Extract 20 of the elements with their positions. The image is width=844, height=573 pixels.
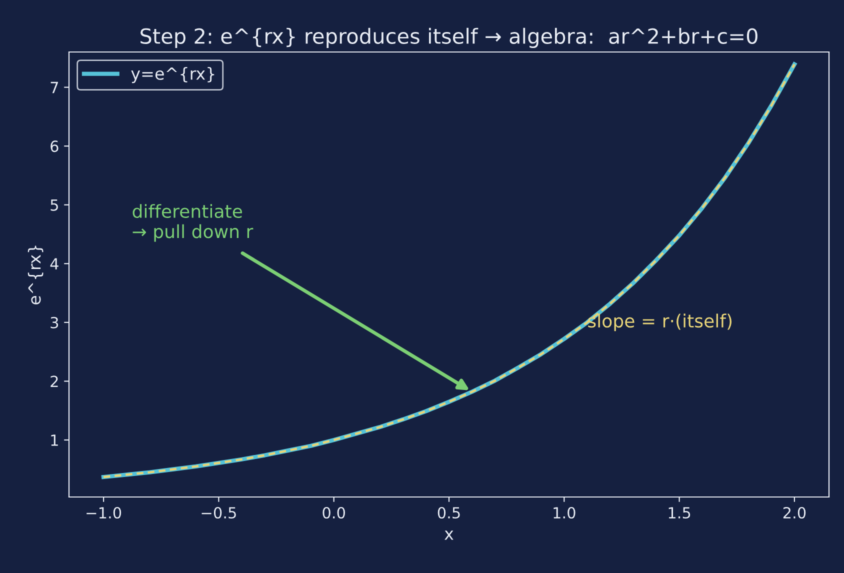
y-tick-label: 3 <box>50 316 58 328</box>
annotation: differentiate → pull down r <box>132 204 254 242</box>
y-tick-label: 5 <box>50 200 58 211</box>
x-axis-title: x <box>444 530 454 540</box>
x-tick-label: −0.5 <box>202 506 236 519</box>
y-tick-label: 4 <box>50 258 58 270</box>
legend-label: y=e^{rx} <box>131 67 214 84</box>
x-tick-label: 2.0 <box>783 506 806 519</box>
x-tick-label: 1.5 <box>668 507 690 519</box>
chart-title: Step 2: e^{rx} reproduces itself → algebra: ar^2+br+c=0 <box>140 28 758 48</box>
y-tick-label: 2 <box>50 376 58 387</box>
y-tick-label: 7 <box>50 82 58 94</box>
x-tick-label: 0.0 <box>322 506 345 519</box>
x-tick-label: 1.0 <box>554 506 576 519</box>
y-tick-label: 6 <box>50 140 58 152</box>
x-tick-label: −1.0 <box>86 506 122 519</box>
annotation: slope = r·(itself) <box>588 314 732 332</box>
y-tick-label: 1 <box>51 434 58 446</box>
x-tick-label: 0.5 <box>438 506 460 519</box>
y-axis-title: e^{rx} <box>28 246 44 304</box>
